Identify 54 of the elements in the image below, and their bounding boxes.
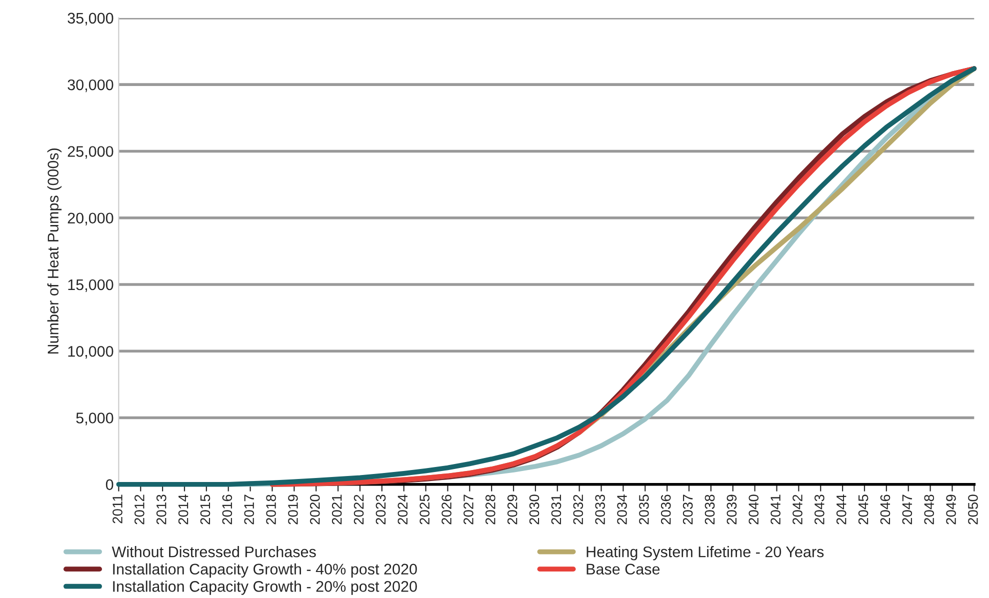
x-tick-label: 2031 — [551, 494, 562, 524]
x-tick-label: 2039 — [726, 494, 737, 524]
x-tick-label: 2027 — [464, 494, 474, 524]
x-tick-label: 2042 — [792, 494, 802, 524]
x-tick-label: 2011 — [112, 494, 122, 524]
x-tick-label: 2049 — [946, 494, 956, 524]
legend-label: Base Case — [586, 564, 660, 575]
x-tick-label: 2017 — [244, 494, 254, 524]
x-tick-label: 2013 — [156, 494, 166, 524]
x-tick-label: 2019 — [288, 494, 298, 524]
x-tick-label: 2024 — [398, 494, 408, 524]
legend-label: Without Distressed Purchases — [112, 546, 316, 558]
x-tick-label: 2026 — [442, 494, 452, 524]
y-tick-label: 5,000 — [76, 412, 114, 426]
y-tick-label: 0 — [106, 479, 114, 490]
x-tick-label: 2041 — [770, 494, 780, 524]
x-tick-label: 2048 — [924, 494, 934, 524]
x-tick-label: 2034 — [617, 494, 627, 524]
x-tick-label: 2014 — [178, 494, 188, 524]
x-tick-label: 2016 — [222, 494, 232, 524]
x-tick-label: 2045 — [858, 494, 868, 524]
legend-label: Installation Capacity Growth - 20% post 2020 — [113, 580, 417, 595]
x-tick-label: 2025 — [420, 494, 430, 524]
x-tick-label: 2047 — [902, 494, 912, 524]
x-tick-label: 2020 — [310, 494, 320, 524]
legend-label: Heating System Lifetime - 20 Years — [586, 546, 824, 560]
y-axis-title: Number of Heat Pumps (000s) — [47, 148, 62, 354]
x-tick-label: 2023 — [376, 494, 386, 524]
x-tick-label: 2029 — [507, 494, 518, 524]
x-tick-label: 2044 — [836, 494, 846, 524]
x-tick-label: 2037 — [682, 494, 693, 524]
x-tick-label: 2050 — [968, 494, 978, 524]
y-tick-label: 20,000 — [68, 212, 114, 226]
x-tick-label: 2032 — [573, 494, 584, 524]
x-tick-label: 2036 — [660, 494, 671, 524]
x-tick-label: 2030 — [529, 494, 540, 524]
x-tick-label: 2022 — [354, 494, 364, 524]
x-tick-label: 2043 — [814, 494, 824, 524]
y-tick-label: 35,000 — [68, 12, 114, 26]
x-tick-label: 2038 — [704, 494, 715, 524]
x-tick-label: 2046 — [880, 494, 890, 524]
legend-label: Installation Capacity Growth - 40% post 2020 — [113, 563, 417, 578]
x-tick-label: 2033 — [595, 494, 605, 524]
x-tick-label: 2021 — [332, 494, 342, 524]
x-tick-label: 2015 — [200, 494, 210, 524]
y-tick-label: 10,000 — [68, 346, 114, 359]
x-tick-label: 2028 — [485, 494, 496, 524]
x-tick-label: 2040 — [748, 494, 759, 524]
y-tick-label: 25,000 — [68, 146, 114, 159]
x-tick-label: 2018 — [266, 494, 276, 524]
x-tick-label: 2035 — [639, 494, 649, 524]
x-tick-label: 2012 — [134, 494, 144, 524]
y-tick-label: 30,000 — [68, 79, 114, 92]
y-tick-label: 15,000 — [68, 279, 114, 292]
